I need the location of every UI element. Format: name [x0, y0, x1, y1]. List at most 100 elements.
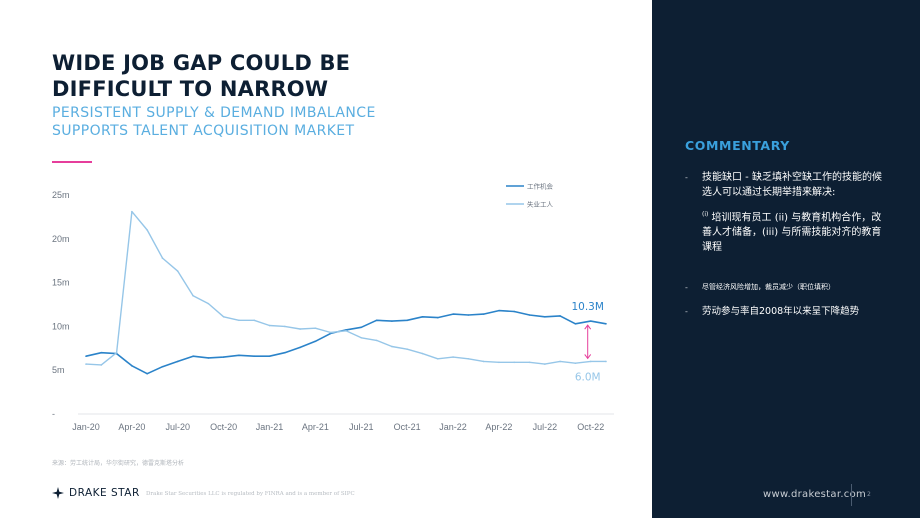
bullet-layoffs: - 尽管经济风险增加，裁员减少（职位填积） [685, 282, 890, 293]
data-point [268, 324, 271, 327]
data-point [467, 358, 470, 360]
logo: DRAKE STAR [52, 487, 140, 499]
data-point [574, 362, 577, 364]
y-tick-label: 5m [52, 365, 65, 375]
page-title: WIDE JOB GAP COULD BE DIFFICULT TO NARRO… [52, 50, 472, 102]
subtitle-line-2: SUPPORTS TALENT ACQUISITION MARKET [52, 123, 355, 139]
bullet-1-detail-wrap: (i) 培训现有员工 (ii) 与教育机构合作，改善人才储备，(iii) 与所需… [702, 207, 890, 255]
data-point [100, 351, 103, 354]
y-tick-label: 15m [52, 278, 70, 288]
data-point [498, 309, 500, 312]
data-point [605, 360, 607, 363]
data-point [513, 361, 516, 364]
data-point [544, 363, 546, 365]
x-tick-label: Oct-21 [394, 422, 421, 432]
legend-label: 工作机会 [527, 182, 554, 191]
y-tick-label: - [52, 409, 55, 419]
data-point [406, 319, 408, 322]
data-point [314, 340, 317, 343]
data-point [375, 339, 378, 342]
x-tick-label: Jan-21 [256, 422, 284, 432]
data-point [391, 320, 393, 322]
star-logo-icon [52, 487, 64, 499]
data-point [559, 315, 561, 317]
data-point [421, 315, 424, 318]
bullet-marker: - [685, 307, 688, 317]
data-point [314, 327, 317, 329]
data-point [589, 360, 592, 363]
commentary-title: COMMENTARY [685, 138, 790, 153]
data-point [207, 357, 210, 359]
data-point [482, 360, 485, 363]
logo-text: DRAKE STAR [69, 487, 140, 499]
data-point [528, 314, 531, 316]
data-point [192, 294, 194, 297]
bullet-2-text: 尽管经济风险增加，裁员减少（职位填积） [702, 283, 835, 292]
data-point [360, 326, 363, 329]
data-point [528, 361, 531, 364]
website-link[interactable]: www.drakestar.com [763, 489, 867, 500]
annotation-label: 6.0M [575, 371, 601, 383]
data-point [207, 302, 210, 305]
data-point [253, 355, 256, 357]
data-point [513, 310, 516, 313]
source-note: 来源：劳工统计局，华尔街研究，德雷克斯塔分析 [52, 460, 185, 467]
data-point [192, 355, 194, 357]
data-point [605, 322, 607, 325]
commentary-panel: COMMENTARY - 技能缺口 - 缺乏填补空缺工作的技能的候选人可以通过长… [652, 0, 920, 518]
bullet-3-text: 劳动参与率自2008年以来呈下降趋势 [702, 306, 860, 318]
line-chart: - 5m 10m 15m 20m 25m Jan-20 Apr-20 Jul-20 Oct-20 J… [52, 182, 614, 432]
annotation-label: 10.3M [571, 301, 603, 313]
data-point [299, 328, 301, 330]
data-point [284, 351, 286, 354]
x-tick-label: Jan-20 [72, 422, 100, 432]
data-point [146, 229, 148, 231]
x-tick-label: Apr-21 [302, 422, 329, 432]
title-line-2: DIFFICULT TO NARROW [52, 77, 329, 101]
gap-arrow-head-top [584, 324, 592, 330]
data-point [375, 319, 378, 322]
data-point [100, 364, 103, 366]
data-point [574, 322, 577, 325]
y-tick-label: 10m [52, 321, 70, 331]
bullet-1-sup: (i) [702, 211, 709, 218]
data-point [268, 355, 271, 357]
series-line-1 [85, 309, 607, 375]
data-point [131, 365, 133, 367]
legend-label: 失业工人 [527, 200, 554, 209]
data-point [345, 329, 347, 332]
data-point [559, 360, 561, 363]
data-point [238, 319, 240, 322]
page-subtitle: PERSISTENT SUPPLY & DEMAND IMBALANCE SUP… [52, 104, 472, 140]
x-tick-label: Oct-22 [577, 422, 604, 432]
x-tick-label: Jul-20 [166, 422, 191, 432]
series-line-2 [85, 210, 606, 366]
bullet-marker: - [685, 283, 688, 293]
data-point [436, 358, 439, 360]
subtitle-line-1: PERSISTENT SUPPLY & DEMAND IMBALANCE [52, 105, 376, 121]
data-point [299, 346, 301, 349]
bullet-participation: - 劳动参与率自2008年以来呈下降趋势 [685, 305, 890, 319]
data-point [498, 361, 500, 364]
data-point [85, 363, 87, 365]
data-point [329, 331, 332, 334]
data-point [253, 319, 256, 322]
x-tick-label: Apr-20 [118, 422, 145, 432]
x-tick-label: Jul-21 [349, 422, 374, 432]
left-panel: WIDE JOB GAP COULD BE DIFFICULT TO NARRO… [52, 50, 614, 499]
data-point [238, 354, 240, 357]
title-line-1: WIDE JOB GAP COULD BE [52, 51, 351, 75]
disclaimer: Drake Star Securities LLC is regulated b… [146, 491, 355, 497]
y-tick-label: 25m [52, 190, 70, 200]
data-point [85, 355, 87, 357]
y-tick-label: 20m [52, 234, 70, 244]
footer-divider [851, 484, 852, 506]
data-point [360, 336, 363, 339]
page-number: 2 [867, 491, 871, 498]
data-point [482, 313, 485, 315]
x-tick-label: Jul-22 [533, 422, 558, 432]
bullet-1-lead: 技能缺口 - 缺乏填补空缺工作的技能的候选人可以通过长期举措来解决: [702, 172, 882, 198]
data-point [544, 315, 546, 318]
data-point [284, 325, 286, 328]
